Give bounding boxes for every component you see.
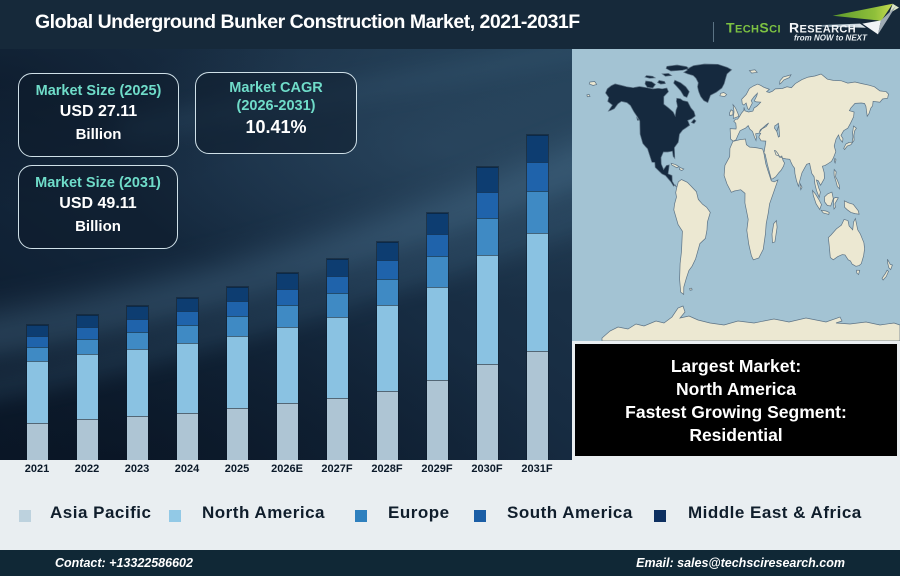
svg-text:TECHSCI: TECHSCI <box>726 20 781 36</box>
svg-text:from NOW to NEXT: from NOW to NEXT <box>794 34 868 43</box>
svg-text:RESEARCH: RESEARCH <box>789 20 856 36</box>
